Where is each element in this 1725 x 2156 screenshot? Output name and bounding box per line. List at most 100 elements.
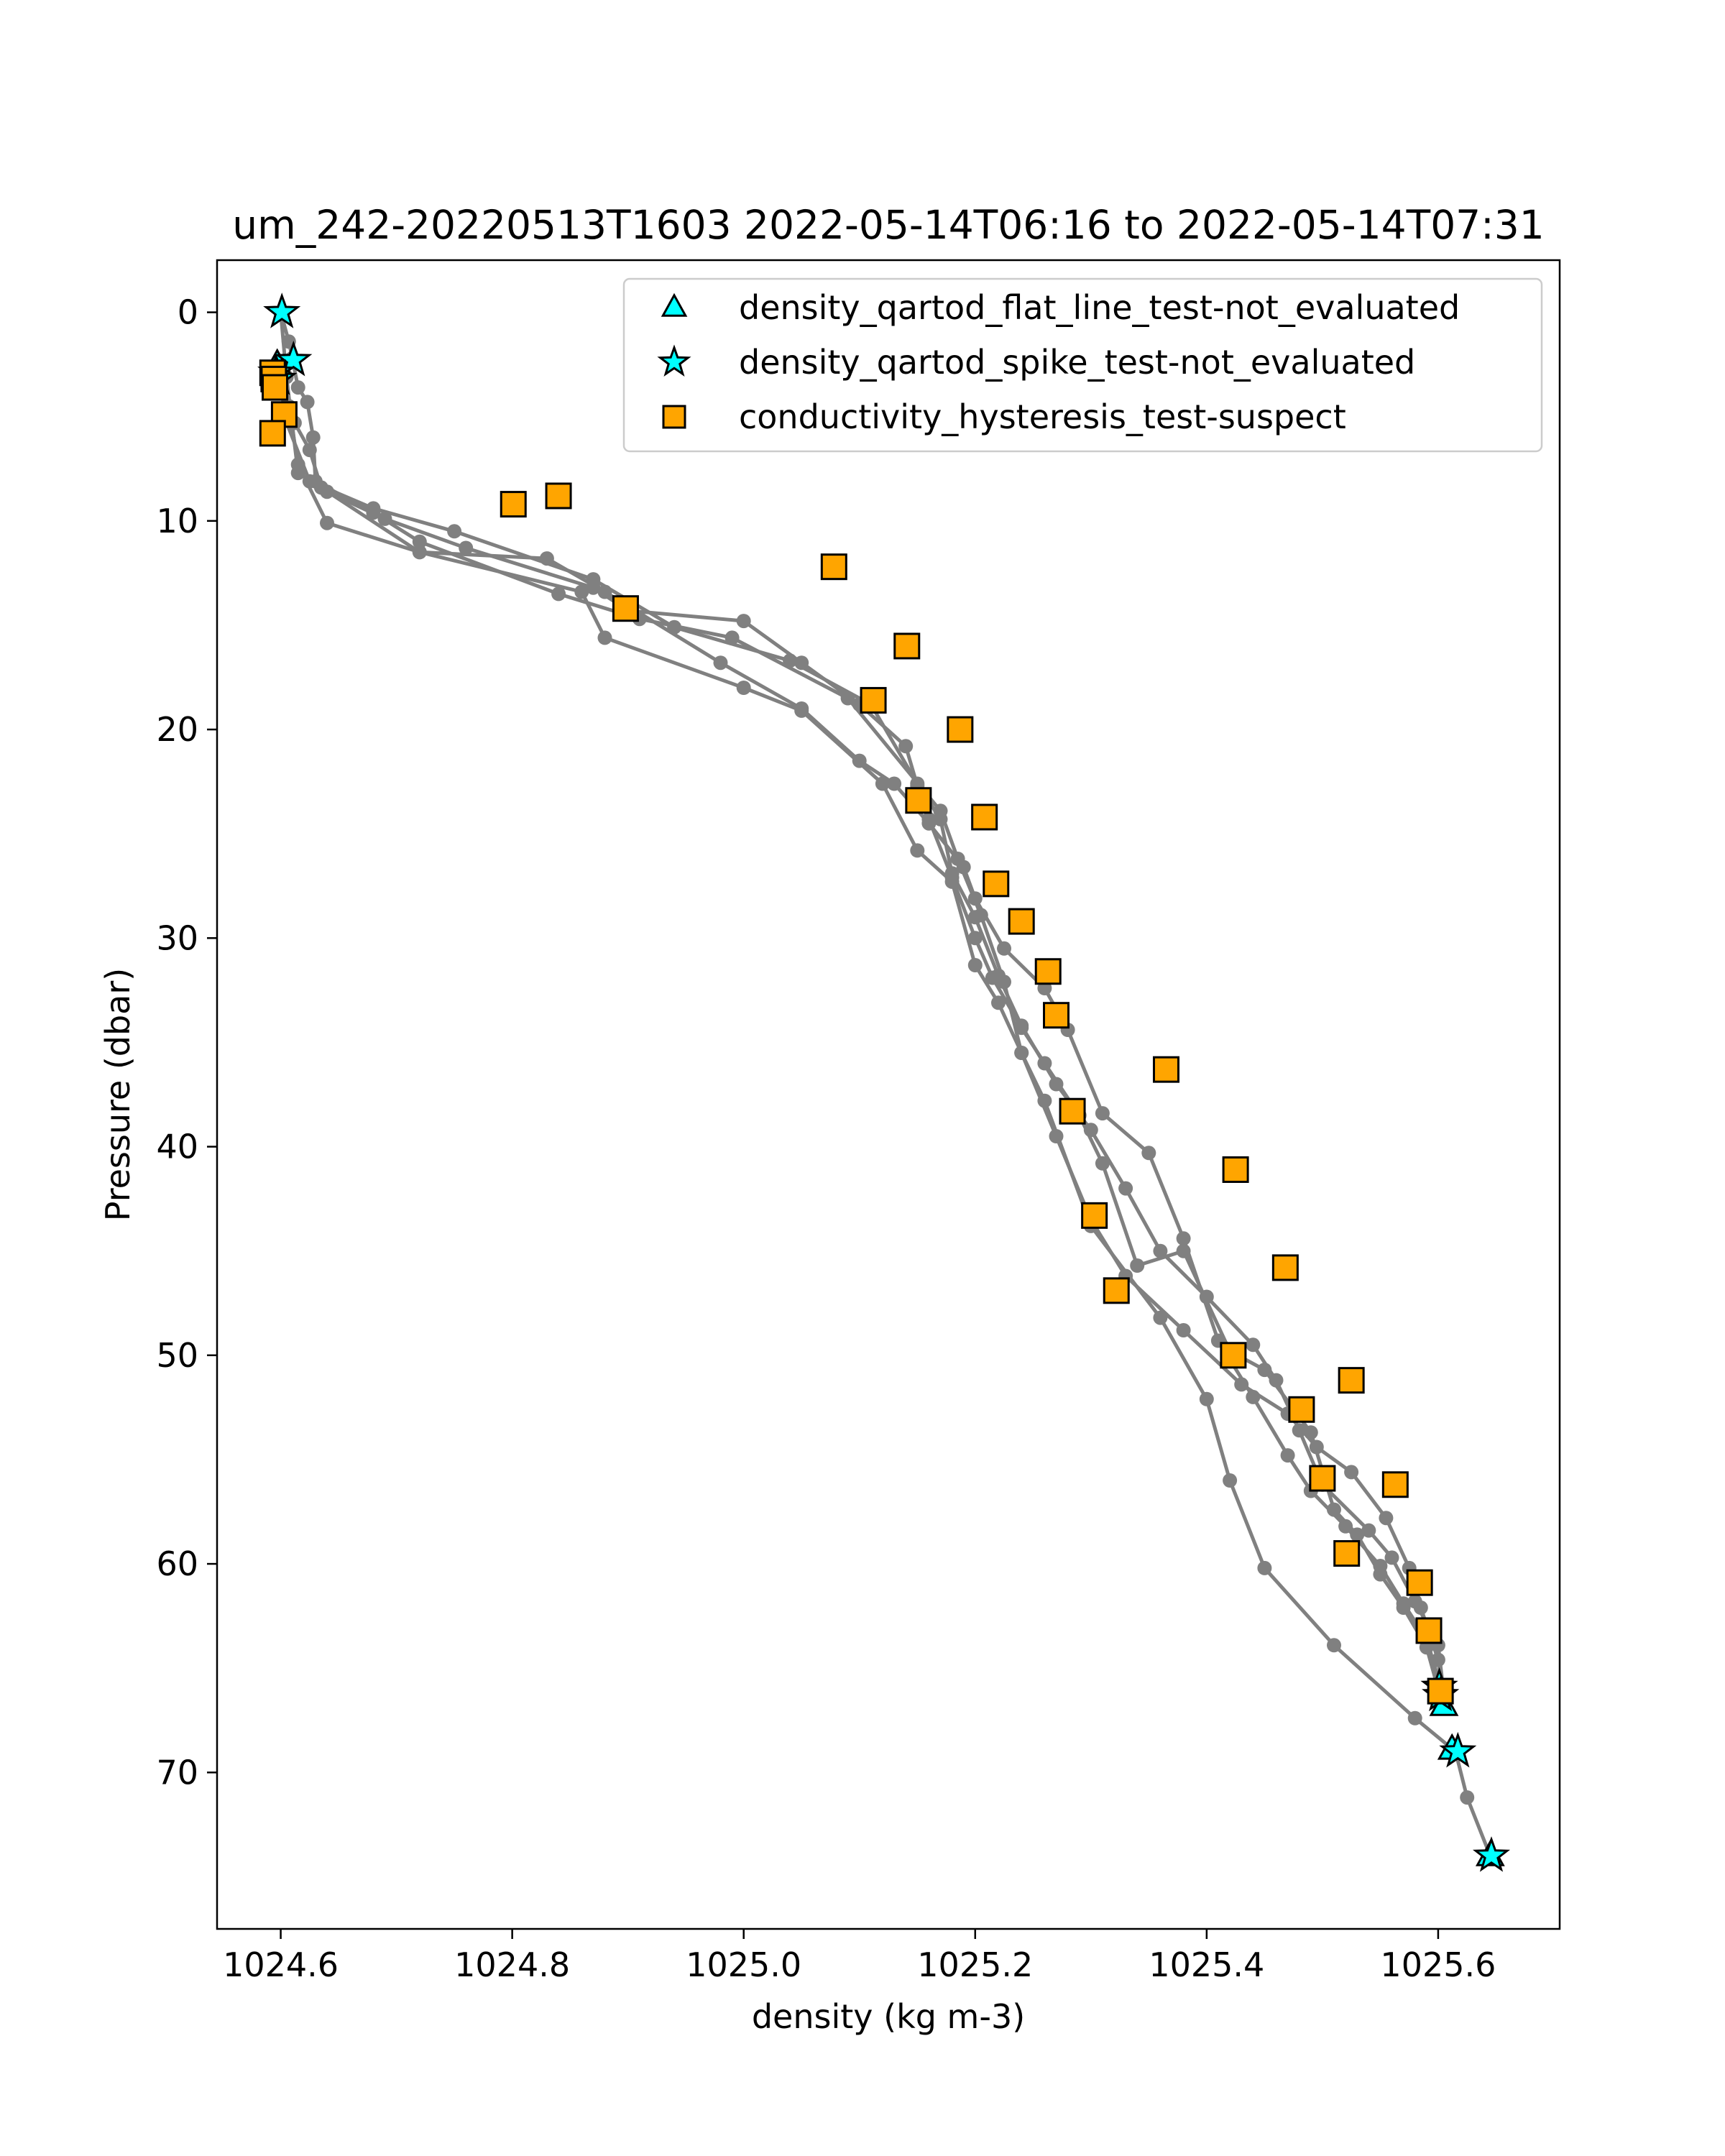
profile-point <box>956 860 971 875</box>
x-tick-label: 1025.0 <box>686 1945 801 1984</box>
profile-point <box>1095 1156 1110 1171</box>
square-marker <box>545 482 572 510</box>
y-tick-label: 0 <box>178 293 198 332</box>
profile-point <box>875 776 890 791</box>
profile-point <box>997 941 1011 956</box>
profile-point <box>377 511 392 526</box>
square-marker <box>1008 908 1035 935</box>
star-marker <box>263 292 301 328</box>
profile-point <box>1303 1425 1318 1440</box>
square-marker <box>905 787 932 814</box>
profile-point <box>967 931 983 946</box>
profile-point <box>1176 1231 1191 1246</box>
square-marker <box>947 716 974 743</box>
square-marker <box>270 401 298 428</box>
square-marker <box>1152 1056 1179 1083</box>
profile-point <box>1327 1638 1341 1653</box>
profile-point <box>736 614 751 629</box>
square-marker <box>1043 1002 1070 1029</box>
profile-point <box>794 703 809 718</box>
square-marker <box>1333 1540 1361 1567</box>
square-marker <box>820 553 847 581</box>
profile-line <box>279 374 1446 1698</box>
legend-star-icon <box>657 344 691 377</box>
profile-point <box>366 501 381 516</box>
profile-point <box>305 430 321 445</box>
profile-point <box>302 443 317 458</box>
y-tick-label: 10 <box>156 502 198 540</box>
profile-point <box>412 534 427 549</box>
x-axis-label: density (kg m-3) <box>752 1997 1025 2036</box>
profile-point <box>1014 1046 1029 1060</box>
profile-point <box>1095 1106 1110 1121</box>
plot-frame <box>216 259 1561 1930</box>
legend-entry: density_qartod_spike_test-not_evaluated <box>657 343 1415 382</box>
profile-point <box>320 515 334 530</box>
legend-square-icon <box>662 405 686 429</box>
profile-point <box>1130 1258 1145 1273</box>
legend-frame <box>622 277 1543 453</box>
square-marker <box>893 632 921 660</box>
square-marker <box>1427 1677 1454 1705</box>
profile-point <box>713 655 728 671</box>
square-marker <box>860 686 887 714</box>
profile-point <box>783 653 798 668</box>
legend-label: conductivity_hysteresis_test-suspect <box>739 397 1346 436</box>
star-marker <box>1472 1836 1511 1872</box>
profile-point <box>290 380 305 395</box>
profile-point <box>898 739 914 754</box>
square-marker <box>259 420 286 447</box>
profile-point <box>944 866 960 881</box>
profile-point <box>1460 1790 1475 1805</box>
square-marker <box>1406 1569 1433 1596</box>
x-tick-label: 1025.2 <box>917 1945 1033 1984</box>
x-tick-label: 1025.6 <box>1380 1945 1496 1984</box>
profile-point <box>1338 1519 1353 1534</box>
profile-line <box>279 370 1446 1696</box>
x-tick-label: 1025.4 <box>1149 1945 1264 1984</box>
square-marker <box>1338 1367 1365 1394</box>
profile-point <box>1344 1465 1359 1480</box>
profile-point <box>1407 1710 1422 1726</box>
square-marker <box>1103 1277 1130 1304</box>
profile-point <box>967 958 983 972</box>
legend-entry: conductivity_hysteresis_test-suspect <box>662 397 1346 436</box>
profile-point <box>1350 1527 1365 1542</box>
star-marker <box>1439 1731 1477 1768</box>
legend-entry: density_qartod_flat_line_test-not_evalua… <box>661 288 1460 327</box>
y-axis-label: Pressure (dbar) <box>98 968 137 1221</box>
profile-point <box>1153 1243 1168 1258</box>
profile-point <box>300 395 315 410</box>
profile-point <box>667 619 682 635</box>
profile-point <box>736 681 751 695</box>
square-marker <box>1059 1097 1086 1125</box>
profile-point <box>1014 1018 1029 1033</box>
profile-point <box>1407 1594 1422 1609</box>
profile-point <box>1153 1310 1168 1325</box>
y-axis-ticks: 0 10 20 30 40 50 60 70 <box>156 293 217 1792</box>
profile-point <box>1199 1289 1214 1304</box>
square-marker <box>1288 1396 1315 1423</box>
square-marker <box>971 803 998 831</box>
profile-point <box>967 891 983 906</box>
profile-point <box>921 816 937 831</box>
profile-line <box>279 311 1446 1702</box>
square-marker <box>1309 1465 1336 1492</box>
y-tick-label: 50 <box>156 1336 198 1375</box>
y-tick-label: 70 <box>156 1753 198 1792</box>
profile-point <box>447 524 462 539</box>
profile-1 <box>273 305 1451 1709</box>
x-tick-label: 1024.8 <box>454 1945 570 1984</box>
profile-point <box>1373 1559 1388 1573</box>
square-marker <box>612 595 639 622</box>
legend-label: density_qartod_flat_line_test-not_evalua… <box>739 288 1460 327</box>
y-tick-label: 40 <box>156 1128 198 1166</box>
profile-point <box>887 776 902 791</box>
profile-point <box>1246 1337 1261 1353</box>
profile-4 <box>273 367 1498 1864</box>
series-square <box>259 359 1454 1705</box>
profile-point <box>1246 1389 1261 1404</box>
square-marker <box>1034 958 1062 985</box>
profile-point <box>991 968 1006 983</box>
